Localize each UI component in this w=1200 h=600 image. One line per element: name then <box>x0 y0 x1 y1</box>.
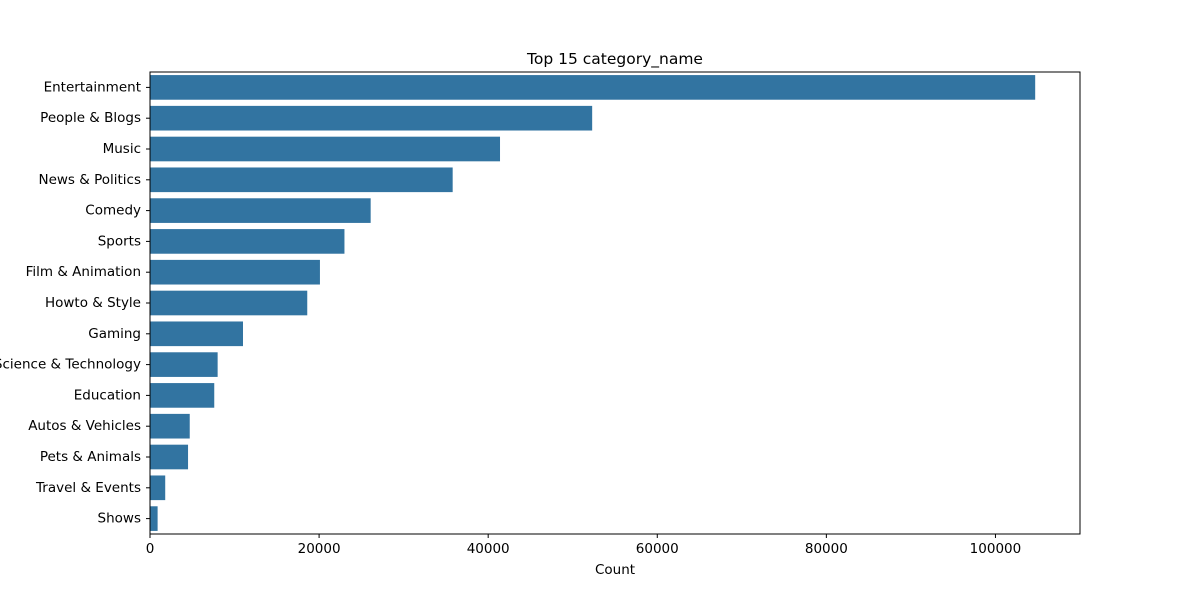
y-tick-label: Shows <box>98 511 141 527</box>
y-tick-label: Sports <box>98 233 141 249</box>
bar-8 <box>150 321 243 347</box>
y-tick-label: Education <box>74 387 141 403</box>
x-tick-label: 80000 <box>805 541 848 557</box>
y-tick-label: People & Blogs <box>40 110 141 126</box>
x-axis: 0 20000 40000 60000 80000 100000 <box>146 534 1022 557</box>
bar-0 <box>150 75 1036 100</box>
y-tick-label: Travel & Events <box>35 480 141 496</box>
bar-13 <box>150 475 166 501</box>
x-tick-label: 60000 <box>636 541 679 557</box>
y-tick-label: Pets & Animals <box>40 449 141 465</box>
y-tick-label: Science & Technology <box>0 357 141 373</box>
bars-group <box>150 75 1036 531</box>
y-tick-label: Comedy <box>85 203 141 219</box>
bar-6 <box>150 259 320 285</box>
x-tick-label: 0 <box>146 541 155 557</box>
y-tick-label: Music <box>103 141 141 157</box>
bar-5 <box>150 229 345 254</box>
chart-title: Top 15 category_name <box>526 50 703 69</box>
y-tick-label: Film & Animation <box>26 264 141 280</box>
y-tick-label: Gaming <box>88 326 141 342</box>
bar-12 <box>150 444 189 470</box>
plot-frame <box>149 71 1081 535</box>
x-axis-label: Count <box>595 562 635 578</box>
bar-4 <box>150 198 371 223</box>
x-tick-label: 40000 <box>467 541 510 557</box>
y-axis: Entertainment People & Blogs Music News & P… <box>0 79 150 527</box>
x-tick-label: 20000 <box>298 541 341 557</box>
bar-2 <box>150 136 501 162</box>
bar-1 <box>150 105 593 131</box>
x-tick-label: 100000 <box>970 541 1022 557</box>
bar-14 <box>150 506 158 531</box>
bar-11 <box>150 413 190 439</box>
bar-7 <box>150 290 308 316</box>
y-tick-label: Autos & Vehicles <box>28 418 141 434</box>
y-tick-label: Entertainment <box>44 79 141 95</box>
bar-10 <box>150 383 215 408</box>
bar-9 <box>150 352 218 377</box>
y-tick-label: News & Politics <box>38 172 141 188</box>
bar-3 <box>150 167 453 193</box>
y-tick-label: Howto & Style <box>45 295 141 311</box>
